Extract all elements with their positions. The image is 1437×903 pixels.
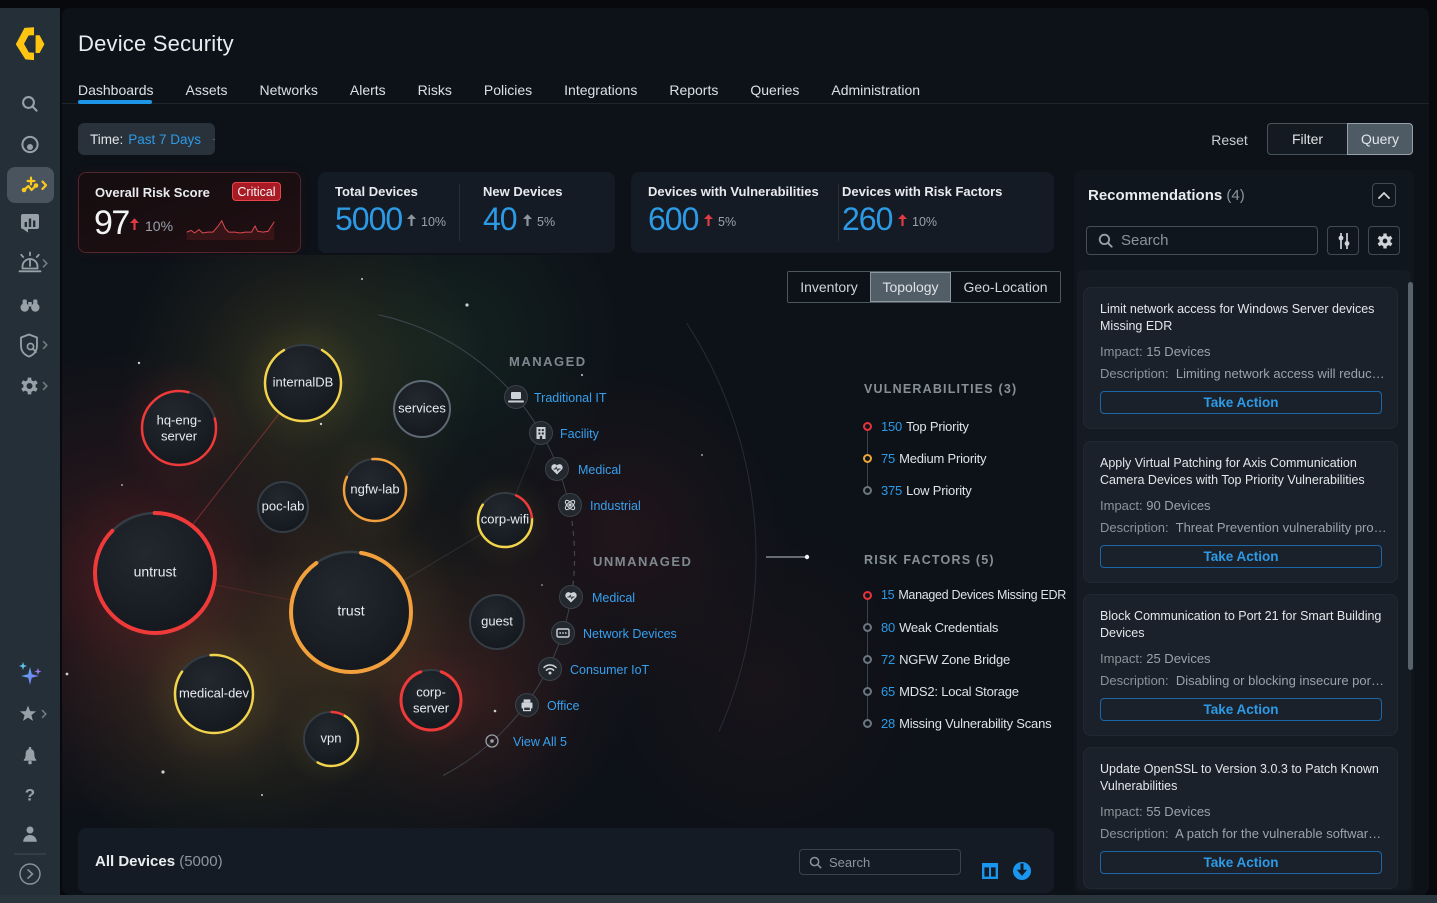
svg-text:untrust: untrust — [134, 564, 177, 580]
svg-text:Industrial: Industrial — [590, 499, 641, 513]
svg-text:corp-wifi: corp-wifi — [481, 511, 530, 526]
svg-text:Network Devices: Network Devices — [583, 627, 677, 641]
svg-text:View All 5: View All 5 — [513, 735, 567, 749]
svg-text:poc-lab: poc-lab — [262, 498, 305, 513]
svg-text:MANAGED: MANAGED — [509, 354, 587, 369]
svg-text:Traditional IT: Traditional IT — [534, 391, 607, 405]
svg-text:server: server — [413, 700, 450, 715]
svg-text:Facility: Facility — [560, 427, 600, 441]
svg-text:server: server — [161, 428, 198, 443]
svg-text:internalDB: internalDB — [273, 374, 334, 389]
svg-text:trust: trust — [337, 603, 364, 619]
svg-text:Medical: Medical — [578, 463, 621, 477]
svg-text:guest: guest — [481, 613, 513, 628]
svg-text:hq-eng-: hq-eng- — [157, 412, 202, 427]
svg-text:services: services — [398, 400, 446, 415]
svg-text:ngfw-lab: ngfw-lab — [350, 481, 399, 496]
svg-text:?: ? — [25, 786, 35, 805]
svg-text:Office: Office — [547, 699, 579, 713]
svg-text:UNMANAGED: UNMANAGED — [593, 554, 692, 569]
svg-text:Consumer IoT: Consumer IoT — [570, 663, 650, 677]
svg-text:medical-dev: medical-dev — [179, 685, 250, 700]
svg-text:vpn: vpn — [321, 730, 342, 745]
svg-text:corp-: corp- — [416, 684, 446, 699]
svg-text:Medical: Medical — [592, 591, 635, 605]
